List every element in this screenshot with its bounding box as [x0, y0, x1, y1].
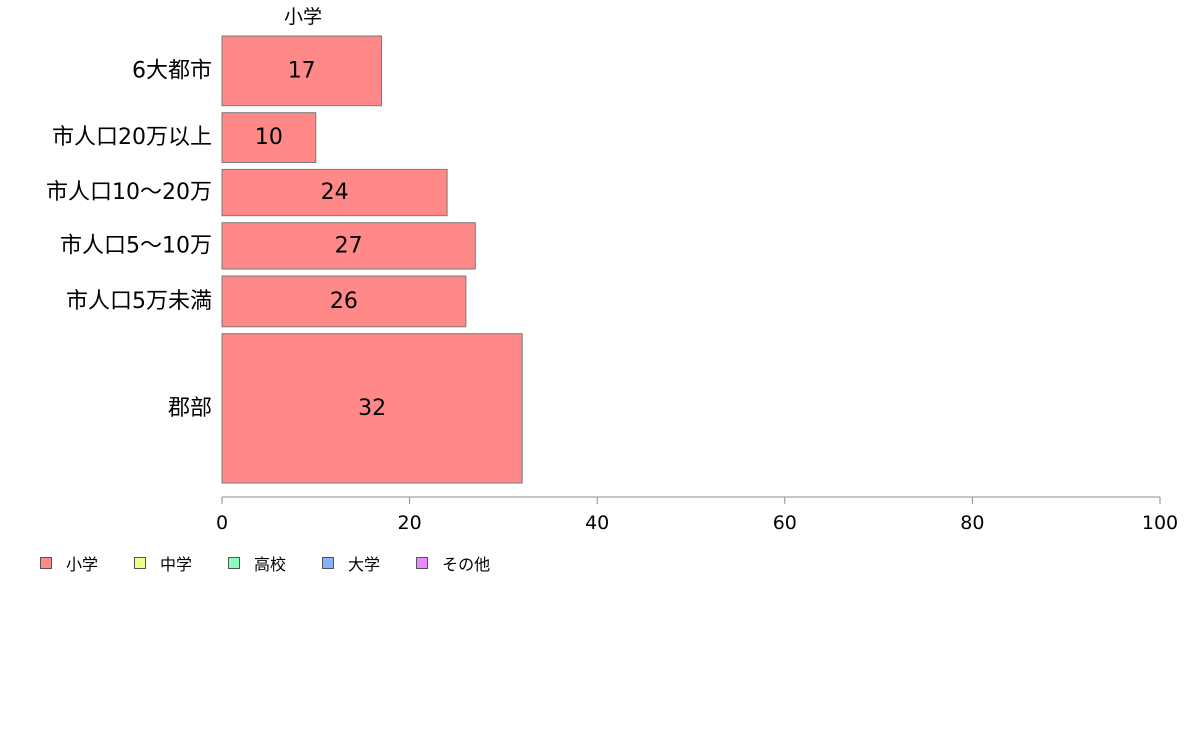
legend-swatch-junior-high	[134, 557, 147, 569]
legend-item-university: 大学	[322, 551, 380, 575]
legend-label-high-school: 高校	[254, 555, 287, 574]
value-label-0: 17	[288, 58, 316, 83]
bar-0	[221, 35, 382, 107]
series-header: 小学	[284, 6, 322, 28]
legend: 小学 中学 高校 大学 その他	[40, 551, 526, 575]
x-tick-label-0: 0	[216, 512, 228, 534]
legend-swatch-elementary	[40, 557, 52, 569]
category-label-1: 市人口20万以上	[52, 125, 212, 150]
legend-item-junior-high: 中学	[134, 551, 192, 575]
value-label-4: 26	[330, 289, 358, 314]
bar-5	[221, 333, 523, 484]
value-label-2: 24	[321, 180, 349, 205]
legend-label-other: その他	[442, 555, 491, 574]
x-tick-label-5: 100	[1142, 512, 1178, 534]
legend-label-junior-high: 中学	[160, 555, 193, 574]
category-label-0: 6大都市	[132, 58, 212, 83]
legend-swatch-other	[416, 557, 429, 569]
x-tick-label-3: 60	[773, 512, 797, 534]
legend-item-elementary: 小学	[40, 551, 98, 575]
x-tick-label-2: 40	[585, 512, 609, 534]
category-label-5: 郡部	[168, 396, 212, 421]
value-label-3: 27	[335, 233, 363, 258]
legend-swatch-university	[322, 557, 335, 569]
value-label-1: 10	[255, 125, 283, 150]
x-tick-label-1: 20	[398, 512, 422, 534]
legend-item-high-school: 高校	[228, 551, 286, 575]
x-tick-label-4: 80	[960, 512, 984, 534]
category-label-2: 市人口10〜20万	[46, 180, 212, 205]
bar-1	[221, 112, 317, 163]
legend-swatch-high-school	[228, 557, 241, 569]
legend-label-elementary: 小学	[66, 555, 99, 574]
legend-label-university: 大学	[348, 555, 381, 574]
legend-item-other: その他	[416, 551, 490, 575]
category-label-3: 市人口5〜10万	[60, 233, 212, 258]
bar-4	[221, 275, 467, 328]
bar-3	[221, 222, 476, 270]
bar-chart: 小学 17 6大都市 10 市人口20万以上 24 市人口10〜20万 27 市人口5〜10万…	[46, 6, 1178, 534]
category-label-4: 市人口5万未満	[66, 289, 212, 314]
value-label-5: 32	[358, 396, 386, 421]
bar-2	[221, 168, 448, 217]
